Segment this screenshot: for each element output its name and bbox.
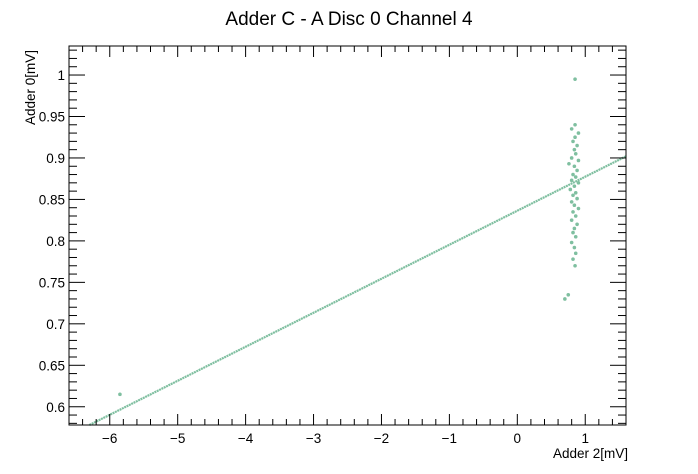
data-point	[563, 297, 567, 301]
data-point	[118, 392, 122, 397]
data-point	[573, 77, 577, 81]
x-tick-label: 1	[581, 431, 589, 446]
x-axis-title: Adder 2[mV]	[553, 446, 628, 461]
y-tick-label: 0.95	[39, 109, 65, 124]
data-point	[575, 168, 579, 173]
data-point	[573, 135, 577, 140]
data-point	[569, 178, 574, 183]
plot-marks	[88, 77, 627, 426]
data-point	[571, 257, 575, 261]
x-axis: −6 −5 −4 −3 −2 −1 0 1	[82, 46, 627, 446]
data-point	[576, 158, 581, 163]
data-point	[568, 187, 573, 192]
y-tick-label: 1	[57, 68, 65, 83]
y-tick-label: 0.8	[46, 234, 65, 249]
data-point	[571, 172, 575, 177]
plot-frame	[68, 45, 627, 426]
trend-line	[88, 155, 627, 426]
data-point	[575, 222, 579, 227]
data-point	[572, 203, 577, 208]
y-tick-label: 0.6	[46, 400, 65, 415]
x-tick-label: −5	[170, 431, 185, 446]
data-point	[569, 218, 574, 222]
data-point	[575, 143, 579, 148]
x-tick-label: −1	[442, 431, 457, 446]
data-point	[573, 251, 578, 256]
x-tick-label: −3	[306, 431, 321, 446]
data-point	[572, 245, 577, 250]
data-point	[575, 196, 579, 201]
y-tick-label: 0.7	[46, 317, 65, 332]
data-point	[572, 184, 577, 188]
data-point	[573, 190, 578, 195]
data-point	[569, 127, 574, 131]
y-axis-title: Adder 0[mV]	[23, 50, 38, 125]
data-point	[572, 147, 577, 152]
data-point	[571, 193, 575, 198]
data-point	[573, 152, 578, 156]
y-tick-label: 0.75	[39, 275, 65, 290]
x-tick-label: −4	[238, 431, 254, 446]
data-point	[571, 210, 575, 214]
data-point	[573, 214, 578, 218]
data-point	[572, 226, 577, 231]
y-tick-label: 0.85	[39, 192, 65, 207]
y-tick-label: 0.65	[39, 358, 65, 373]
data-point	[566, 292, 571, 297]
data-point	[573, 263, 577, 268]
x-tick-label: −2	[374, 431, 389, 446]
data-point	[576, 131, 581, 135]
data-point	[576, 206, 581, 211]
x-tick-label: −6	[102, 431, 117, 446]
chart-title: Adder C - A Disc 0 Channel 4	[225, 9, 473, 30]
data-point	[573, 234, 578, 239]
data-point	[569, 200, 574, 204]
data-point	[571, 139, 575, 144]
data-point	[569, 156, 574, 160]
data-point	[569, 240, 574, 245]
x-tick-label: 0	[514, 431, 522, 446]
data-point	[573, 175, 578, 179]
y-axis: 0.6 0.65 0.7 0.75 0.8 0.85 0.9 0.95 1	[39, 49, 626, 424]
data-point	[567, 161, 571, 166]
data-point	[576, 181, 581, 185]
y-tick-label: 0.9	[46, 151, 65, 166]
data-point	[573, 122, 577, 127]
data-point	[571, 230, 575, 235]
data-point	[572, 164, 577, 169]
